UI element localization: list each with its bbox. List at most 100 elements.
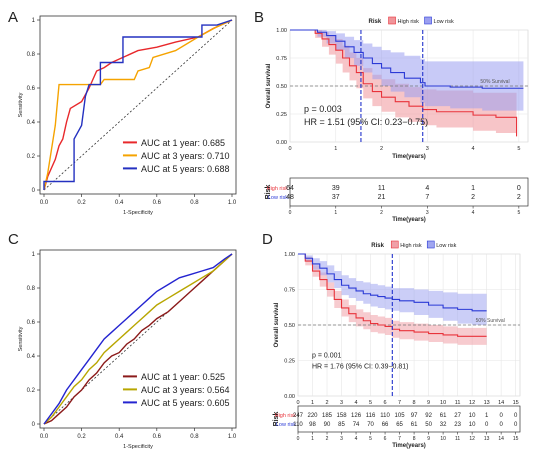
risk-row-label: Low risk [268, 195, 288, 201]
x-tick-label: 12 [469, 400, 475, 406]
roc-curve-2 [43, 19, 233, 190]
x-tick-label: 0 [296, 400, 299, 406]
roc-curve-1 [43, 253, 233, 425]
y-tick-label: 1 [32, 252, 36, 258]
x-tick-label: 14 [498, 400, 504, 406]
risk-count: 32 [440, 422, 447, 428]
y-tick-label: 0.8 [27, 52, 36, 58]
legend-swatch [390, 240, 399, 249]
y-axis-label: Sensitivity [18, 92, 24, 117]
risk-count: 48 [286, 194, 294, 201]
x-axis-label: 1-Specificity [123, 444, 153, 450]
risk-count: 92 [425, 413, 432, 419]
risk-count: 0 [499, 422, 503, 428]
ci-band-1 [290, 30, 524, 111]
y-tick-label: 0.00 [284, 394, 295, 400]
y-tick-label: 0.8 [27, 286, 36, 292]
risk-count: 158 [337, 413, 348, 419]
y-tick-label: 1.00 [276, 28, 287, 34]
risk-table-title: Risk [265, 185, 272, 200]
risk-x-tick-label: 11 [455, 436, 460, 442]
y-tick-label: 0.50 [276, 84, 287, 90]
panel-letter: A [8, 9, 18, 26]
risk-x-axis-label: Time(years) [392, 217, 426, 223]
x-tick-label: 3 [340, 400, 343, 406]
y-tick-label: 0.75 [284, 288, 295, 294]
x-tick-label: 13 [484, 400, 490, 406]
risk-count: 7 [425, 194, 429, 201]
y-tick-label: 0.4 [27, 354, 36, 360]
risk-count: 1 [485, 413, 489, 419]
risk-table-title: Risk [273, 412, 280, 427]
p-value: p = 0.003 [304, 104, 342, 114]
risk-count: 61 [411, 422, 418, 428]
risk-count: 0 [499, 413, 503, 419]
legend-entry: High risk [400, 243, 422, 249]
x-tick-label: 0.4 [115, 434, 124, 440]
risk-count: 0 [485, 422, 489, 428]
legend-entry: Low risk [436, 243, 456, 249]
y-tick-label: 0.4 [27, 120, 36, 126]
p-value: p = 0.001 [312, 353, 341, 360]
risk-count: 126 [351, 413, 362, 419]
risk-count: 110 [293, 422, 303, 428]
risk-count: 11 [378, 185, 385, 192]
legend-swatch [388, 16, 396, 25]
risk-count: 0 [514, 422, 518, 428]
y-tick-label: 0 [32, 422, 36, 428]
legend-entry: AUC at 3 years: 0.564 [141, 385, 230, 395]
risk-count: 85 [338, 422, 345, 428]
risk-x-tick-label: 0 [297, 436, 300, 442]
survival-curve-0 [290, 29, 518, 137]
x-tick-label: 8 [413, 400, 416, 406]
y-tick-label: 0.6 [27, 86, 36, 92]
legend-title: Risk [371, 243, 384, 249]
risk-count: 247 [293, 413, 304, 419]
risk-x-tick-label: 9 [427, 436, 430, 442]
roc-panel-C: C 0.0 0.2 0.4 0.6 0.8 1.0 0 0.2 0.4 0.6 0.8 1 1-Speci… [8, 231, 237, 450]
km-panel-D: D Risk High risk Low risk0.000.250.500.751.… [262, 231, 521, 449]
risk-row-label: Low risk [276, 422, 296, 428]
y-tick-label: 0.50 [284, 323, 295, 329]
x-tick-label: 7 [398, 400, 401, 406]
risk-x-tick-label: 12 [469, 436, 475, 442]
y-tick-label: 0.25 [284, 359, 295, 365]
risk-count: 61 [440, 413, 447, 419]
panel-letter: C [8, 231, 19, 248]
y-axis-label: Overall survival [274, 302, 280, 347]
risk-count: 220 [308, 413, 319, 419]
x-tick-label: 10 [440, 400, 446, 406]
legend-entry: AUC at 5 years: 0.688 [141, 164, 230, 174]
x-tick-label: 1.0 [228, 434, 237, 440]
hazard-ratio: HR = 1.51 (95% CI: 0.23−0.75) [304, 117, 428, 127]
legend-entry: AUC at 1 year: 0.525 [141, 372, 225, 382]
median-label: 50% Survival [480, 79, 509, 85]
risk-count: 27 [454, 413, 461, 419]
risk-count: 185 [322, 413, 333, 419]
risk-x-tick-label: 5 [369, 436, 372, 442]
survival-curve-1 [290, 29, 524, 89]
risk-count: 1 [471, 185, 475, 192]
risk-count: 110 [380, 413, 390, 419]
y-tick-label: 0.00 [276, 140, 287, 146]
risk-table-frame [297, 405, 521, 433]
panel-letter: B [254, 9, 264, 26]
risk-count: 0 [514, 413, 518, 419]
y-tick-label: 0.2 [27, 154, 36, 160]
x-tick-label: 5 [517, 146, 520, 152]
y-tick-label: 0.25 [276, 112, 287, 118]
legend-entry: High risk [398, 19, 420, 25]
x-tick-label: 1 [311, 400, 314, 406]
hazard-ratio: HR = 1.76 (95% CI: 0.39−0.81) [312, 364, 409, 371]
y-tick-label: 1.00 [284, 252, 295, 258]
x-tick-label: 0.8 [190, 200, 199, 206]
y-tick-label: 1 [32, 18, 36, 24]
roc-curve-1 [43, 19, 233, 191]
ci-band-1 [298, 254, 487, 325]
x-tick-label: 0.6 [153, 200, 162, 206]
risk-x-tick-label: 4 [472, 210, 475, 216]
risk-x-tick-label: 1 [334, 210, 337, 216]
risk-row-label: High risk [267, 186, 289, 192]
x-tick-label: 4 [472, 146, 475, 152]
roc-curve-2 [43, 253, 233, 425]
